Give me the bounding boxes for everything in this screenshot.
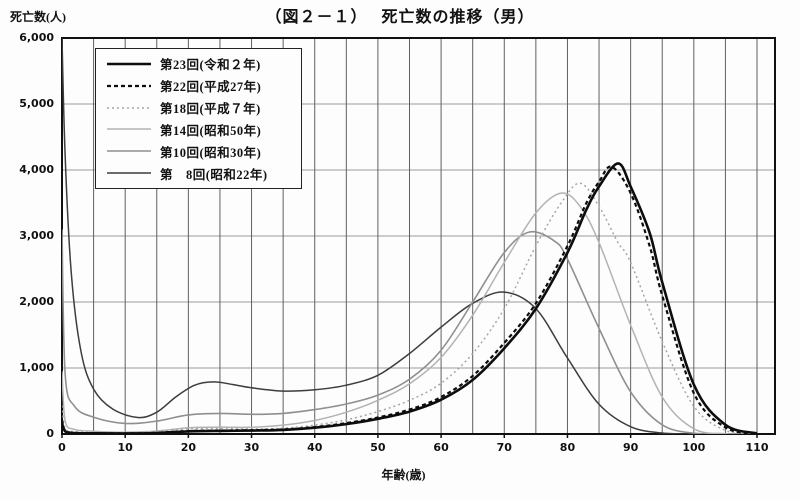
x-tick-label: 70: [496, 441, 512, 454]
y-axis-unit-label: 死亡数(人): [10, 10, 66, 24]
legend-item: 第14回(昭和50年): [106, 118, 293, 140]
x-tick-label: 80: [559, 441, 576, 454]
x-tick-label: 10: [117, 441, 133, 454]
series-path: [62, 192, 758, 434]
x-tick-label: 0: [58, 441, 66, 454]
legend-item: 第22回(平成27年): [106, 75, 293, 97]
x-tick-label: 30: [243, 441, 260, 454]
legend-line-sample: [107, 150, 151, 153]
series-path: [62, 38, 757, 434]
legend-label: 第22回(平成27年): [160, 80, 262, 95]
legend-item: 第23回(令和２年): [106, 53, 293, 75]
legend-label: 第10回(昭和30年): [160, 145, 262, 160]
legend-line-sample: [107, 62, 151, 66]
legend-line-sample: [107, 106, 151, 109]
x-tick-label: 20: [180, 441, 197, 454]
legend-label: 第23回(令和２年): [160, 58, 261, 73]
legend-line-sample: [107, 172, 151, 174]
y-tick-label: 1,000: [19, 361, 54, 374]
x-tick-label: 100: [682, 441, 706, 454]
y-tick-label: 0: [46, 427, 54, 440]
x-tick-label: 50: [370, 441, 386, 454]
y-tick-label: 6,000: [19, 31, 54, 44]
legend-label: 第 8回(昭和22年): [160, 167, 268, 182]
legend-label: 第18回(平成７年): [160, 102, 261, 117]
series-path: [62, 229, 757, 434]
y-tick-label: 2,000: [19, 295, 54, 308]
y-tick-label: 5,000: [19, 97, 54, 110]
x-tick-label: 90: [622, 441, 639, 454]
legend-item: 第18回(平成７年): [106, 97, 293, 119]
chart-title: （図２－１） 死亡数の推移（男）: [265, 9, 535, 26]
series-path: [62, 162, 758, 434]
legend-line-sample: [107, 128, 151, 131]
x-axis-label: 年齢(歳): [381, 468, 426, 482]
legend: 第23回(令和２年) 第22回(平成27年) 第18回(平成７年) 第14回(昭和50…: [95, 48, 302, 189]
y-tick-label: 3,000: [19, 229, 54, 242]
x-tick-label: 60: [433, 441, 449, 454]
legend-item: 第10回(昭和30年): [106, 140, 293, 162]
legend-label: 第14回(昭和50年): [160, 123, 262, 138]
x-tick-label: 40: [307, 441, 323, 454]
legend-item: 第 8回(昭和22年): [106, 162, 293, 184]
y-tick-label: 4,000: [19, 163, 54, 176]
legend-line-sample: [107, 84, 151, 87]
x-tick-label: 110: [745, 441, 769, 454]
